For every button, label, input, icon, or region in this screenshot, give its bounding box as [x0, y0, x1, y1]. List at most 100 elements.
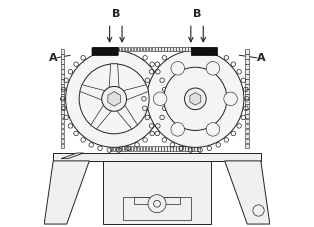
Polygon shape [225, 161, 270, 224]
Circle shape [171, 62, 185, 75]
Bar [119, 47, 121, 51]
Bar [176, 47, 179, 51]
Bar [134, 47, 136, 51]
Circle shape [224, 92, 237, 106]
Circle shape [253, 205, 264, 216]
Bar [140, 47, 142, 51]
Bar [61, 139, 64, 143]
Bar [245, 89, 249, 94]
Bar [173, 47, 176, 51]
Bar [191, 146, 194, 151]
Bar [245, 64, 249, 69]
Bar [194, 146, 197, 151]
Bar [137, 146, 139, 151]
Circle shape [185, 88, 206, 110]
Bar [198, 146, 200, 151]
Bar [245, 74, 249, 79]
Circle shape [206, 62, 220, 75]
Bar [61, 79, 64, 84]
Bar [185, 47, 188, 51]
Circle shape [79, 64, 149, 134]
Bar [188, 146, 191, 151]
Bar [61, 124, 64, 128]
Bar [155, 47, 158, 51]
Text: B: B [193, 9, 202, 19]
Polygon shape [122, 85, 149, 100]
Bar [245, 104, 249, 109]
Bar [245, 109, 249, 114]
Bar [125, 146, 127, 151]
Bar [245, 114, 249, 118]
Bar [61, 114, 64, 118]
Bar [116, 47, 118, 51]
Circle shape [102, 86, 127, 111]
Polygon shape [91, 104, 112, 129]
Bar [137, 47, 139, 51]
Bar [161, 47, 164, 51]
Bar [146, 146, 149, 151]
Bar [119, 146, 121, 151]
Bar [161, 146, 164, 151]
Bar [194, 47, 197, 51]
Bar [155, 146, 158, 151]
Bar [112, 47, 115, 51]
Bar [110, 146, 112, 151]
Bar [176, 146, 179, 151]
Bar [245, 79, 249, 84]
Bar [125, 47, 127, 51]
Bar [61, 104, 64, 109]
Bar [143, 47, 145, 51]
Bar [61, 119, 64, 123]
Circle shape [66, 50, 163, 147]
Bar [61, 59, 64, 64]
Bar [245, 69, 249, 74]
Bar [245, 54, 249, 59]
Bar [158, 47, 160, 51]
Bar [61, 134, 64, 138]
Bar [179, 146, 182, 151]
Bar [149, 47, 151, 51]
Bar [167, 47, 170, 51]
Bar [116, 146, 118, 151]
Bar [245, 129, 249, 133]
Polygon shape [109, 64, 119, 89]
Bar [122, 146, 124, 151]
Bar [188, 47, 191, 51]
Bar [182, 146, 185, 151]
Bar [245, 49, 249, 54]
Polygon shape [61, 153, 84, 159]
FancyBboxPatch shape [92, 47, 118, 56]
Bar [179, 47, 182, 51]
Bar [245, 94, 249, 99]
Polygon shape [116, 104, 138, 129]
Bar [61, 99, 64, 104]
Bar [245, 99, 249, 104]
Bar [61, 89, 64, 94]
Circle shape [171, 123, 185, 136]
Bar [61, 54, 64, 59]
Bar [61, 49, 64, 54]
Bar [167, 146, 170, 151]
Bar [134, 197, 180, 204]
Bar [245, 134, 249, 138]
Bar [128, 47, 130, 51]
Bar [103, 161, 211, 224]
Bar [110, 47, 112, 51]
Bar [149, 146, 151, 151]
Circle shape [148, 195, 166, 213]
Polygon shape [108, 92, 120, 106]
Bar [198, 47, 200, 51]
Bar [185, 146, 188, 151]
Bar [164, 47, 167, 51]
Bar [61, 64, 64, 69]
Bar [61, 74, 64, 79]
Circle shape [154, 200, 160, 207]
Text: A: A [257, 53, 265, 63]
Bar [182, 47, 185, 51]
Bar [112, 146, 115, 151]
FancyBboxPatch shape [191, 47, 218, 56]
Bar [245, 84, 249, 89]
Bar [123, 197, 191, 220]
Bar [152, 47, 154, 51]
Bar [140, 146, 142, 151]
